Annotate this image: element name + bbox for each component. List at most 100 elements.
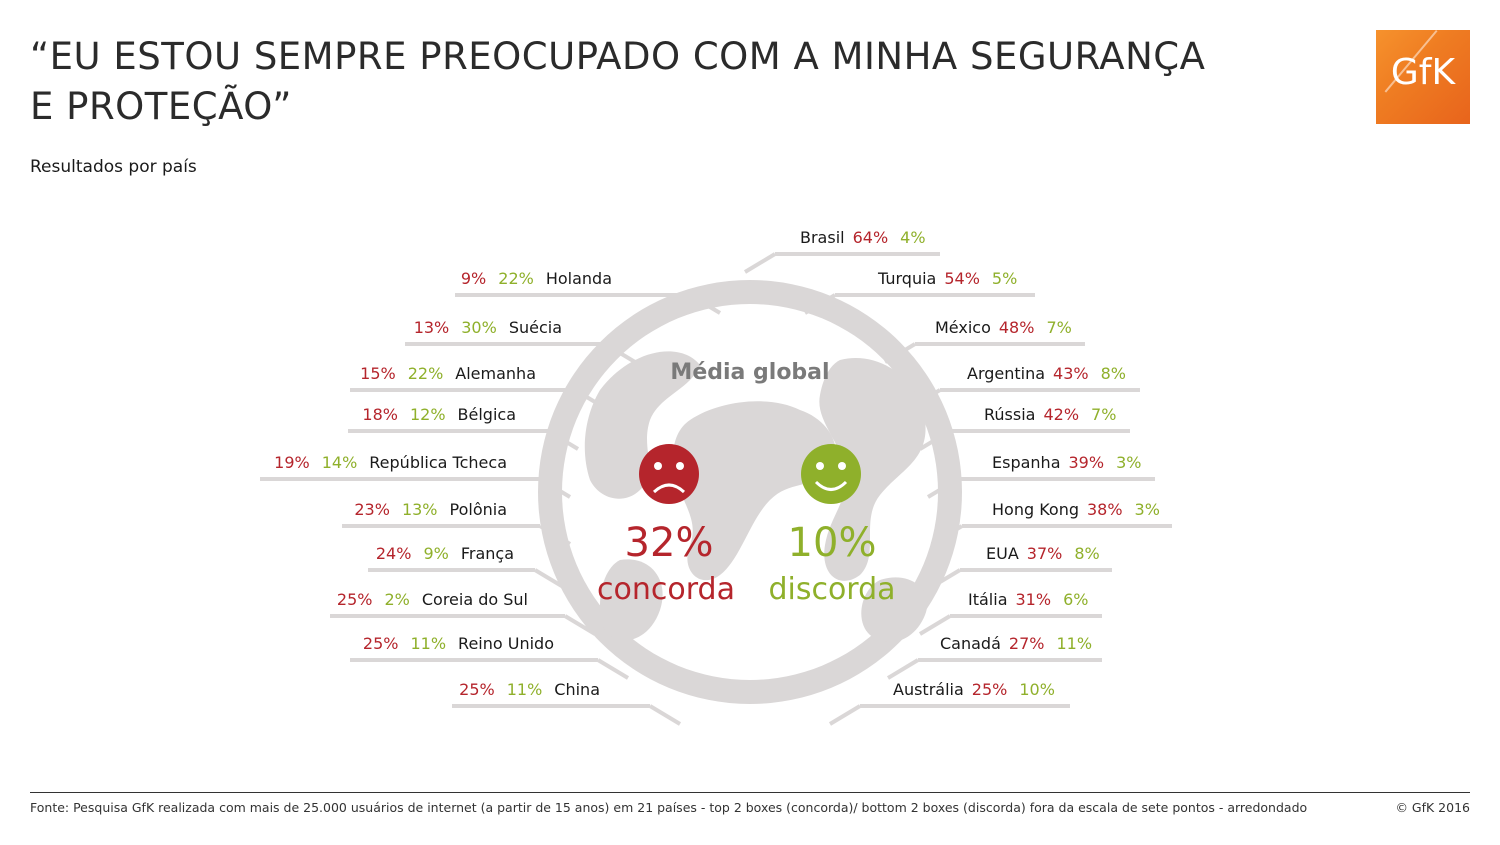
leader-connector-right bbox=[918, 429, 952, 451]
global-agree-word: concorda bbox=[597, 572, 735, 607]
country-name: Canadá bbox=[940, 634, 1001, 653]
country-row-left: 9% 22% Holanda bbox=[461, 269, 612, 289]
country-name: Turquia bbox=[878, 269, 937, 288]
happy-face-eye-left bbox=[816, 462, 824, 470]
globe-icon bbox=[538, 280, 962, 704]
disagree-value: 11% bbox=[506, 680, 543, 699]
leader-connector-right bbox=[803, 293, 837, 315]
sad-face-mouth bbox=[652, 483, 686, 494]
country-row-left: 25% 11% Reino Unido bbox=[363, 634, 554, 654]
disagree-value: 6% bbox=[1063, 590, 1089, 609]
globe-landmass-south bbox=[861, 577, 928, 643]
country-row-left: 18% 12% Bélgica bbox=[362, 405, 516, 425]
leader-connector-left bbox=[563, 614, 597, 636]
country-name: Rússia bbox=[984, 405, 1036, 424]
agree-value: 15% bbox=[360, 364, 396, 383]
disagree-value: 11% bbox=[1056, 634, 1093, 653]
country-name: Austrália bbox=[893, 680, 964, 699]
gfk-logo: GfK bbox=[1376, 30, 1470, 124]
country-row-right: Argentina 43% 8% bbox=[967, 364, 1126, 384]
agree-value: 9% bbox=[460, 269, 487, 288]
agree-value: 64% bbox=[852, 228, 889, 247]
leader-connector-left bbox=[688, 293, 722, 315]
country-name: Argentina bbox=[967, 364, 1046, 383]
agree-value: 25% bbox=[336, 590, 373, 609]
agree-value: 39% bbox=[1068, 453, 1105, 472]
country-name: Holanda bbox=[545, 269, 612, 288]
agree-value: 38% bbox=[1086, 500, 1123, 519]
country-row-right: Canadá 27% 11% bbox=[940, 634, 1092, 654]
leader-connector-left bbox=[533, 568, 567, 590]
agree-value: 23% bbox=[354, 500, 390, 519]
happy-face-disc bbox=[801, 444, 861, 504]
sad-face-eye-right bbox=[676, 462, 684, 470]
leader-connector-left bbox=[648, 704, 682, 726]
country-name: Coreia do Sul bbox=[421, 590, 528, 609]
leader-connector-right bbox=[828, 704, 862, 726]
happy-face-icon bbox=[801, 444, 861, 504]
country-name: México bbox=[935, 318, 991, 337]
country-row-right: Turquia 54% 5% bbox=[878, 269, 1017, 289]
agree-value: 19% bbox=[274, 453, 310, 472]
country-row-left: 15% 22% Alemanha bbox=[360, 364, 536, 384]
footer-copyright: © GfK 2016 bbox=[1395, 800, 1470, 815]
leader-lines bbox=[260, 252, 1172, 726]
country-row-right: Austrália 25% 10% bbox=[893, 680, 1055, 700]
disagree-value: 13% bbox=[401, 500, 438, 519]
agree-value: 18% bbox=[362, 405, 398, 424]
leader-connector-right bbox=[918, 614, 952, 636]
country-name: Brasil bbox=[800, 228, 845, 247]
country-name: Polônia bbox=[449, 500, 508, 519]
country-row-left: 25% 11% China bbox=[459, 680, 600, 700]
agree-value: 31% bbox=[1015, 590, 1052, 609]
country-name: China bbox=[554, 680, 600, 699]
disagree-value: 12% bbox=[409, 405, 446, 424]
country-row-right: Brasil 64% 4% bbox=[800, 228, 926, 248]
disagree-value: 4% bbox=[900, 228, 926, 247]
disagree-value: 5% bbox=[991, 269, 1018, 288]
title-line-2: E PROTEÇÃO” bbox=[30, 85, 292, 128]
disagree-value: 10% bbox=[1019, 680, 1055, 699]
globe-landmass-east bbox=[819, 358, 926, 581]
disagree-value: 3% bbox=[1116, 453, 1142, 472]
leader-connector-right bbox=[743, 252, 777, 274]
sad-face-disc bbox=[639, 444, 699, 504]
country-name: Alemanha bbox=[455, 364, 536, 383]
agree-value: 24% bbox=[375, 544, 412, 563]
disagree-value: 11% bbox=[410, 634, 447, 653]
country-row-right: México 48% 7% bbox=[935, 318, 1072, 338]
country-name: República Tcheca bbox=[369, 453, 507, 472]
country-name: Hong Kong bbox=[992, 500, 1079, 519]
country-row-left: 25% 2% Coreia do Sul bbox=[337, 590, 528, 610]
leader-connector-right bbox=[908, 388, 942, 410]
disagree-value: 3% bbox=[1134, 500, 1160, 519]
leader-connector-right bbox=[886, 658, 920, 680]
country-row-left: 23% 13% Polônia bbox=[354, 500, 507, 520]
country-row-right: Rússia 42% 7% bbox=[984, 405, 1116, 425]
subtitle: Resultados por país bbox=[30, 157, 197, 177]
country-row-right: Espanha 39% 3% bbox=[992, 453, 1141, 473]
disagree-value: 9% bbox=[423, 544, 449, 563]
sad-face-eye-left bbox=[654, 462, 662, 470]
country-name: Reino Unido bbox=[458, 634, 554, 653]
globe-landmass-west bbox=[584, 351, 700, 499]
disagree-value: 14% bbox=[321, 453, 358, 472]
leader-connector-right bbox=[883, 342, 917, 364]
leader-connector-left bbox=[573, 388, 607, 410]
title-line-1: “EU ESTOU SEMPRE PREOCUPADO COM A MINHA … bbox=[30, 35, 1206, 78]
global-average-label: Média global bbox=[670, 360, 830, 385]
page-title: “EU ESTOU SEMPRE PREOCUPADO COM A MINHA … bbox=[30, 32, 1330, 132]
leader-connector-right bbox=[930, 524, 964, 546]
country-name: Itália bbox=[968, 590, 1008, 609]
country-row-left: 19% 14% República Tcheca bbox=[274, 453, 507, 473]
sad-face-icon bbox=[639, 444, 699, 504]
disagree-value: 22% bbox=[498, 269, 534, 288]
disagree-value: 8% bbox=[1100, 364, 1126, 383]
country-row-right: Itália 31% 6% bbox=[968, 590, 1088, 610]
agree-value: 48% bbox=[998, 318, 1035, 337]
agree-value: 37% bbox=[1026, 544, 1063, 563]
global-agree-value: 32% bbox=[624, 520, 714, 566]
happy-face-mouth bbox=[814, 480, 848, 491]
leader-connector-left bbox=[538, 477, 572, 499]
global-disagree-word: discorda bbox=[768, 572, 896, 607]
